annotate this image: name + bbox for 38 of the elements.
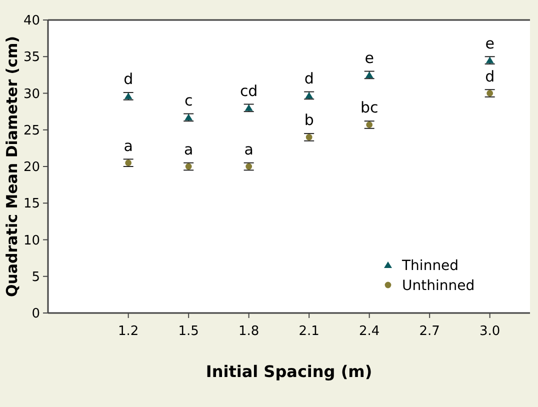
annotation: a: [184, 140, 194, 158]
annotation: a: [244, 140, 254, 158]
x-tick-label: 1.8: [238, 324, 260, 339]
legend-label: Thinned: [401, 258, 459, 274]
annotation: cd: [240, 82, 258, 100]
y-tick-label: 35: [23, 50, 40, 66]
annotation: b: [304, 111, 314, 130]
x-tick-label: 2.4: [358, 324, 380, 339]
y-tick-label: 30: [23, 86, 40, 102]
annotation: bc: [360, 98, 378, 117]
point: [125, 160, 132, 166]
point: [246, 163, 252, 170]
legend-label: Unthinned: [402, 278, 475, 294]
y-tick-label: 15: [23, 196, 40, 212]
y-tick-label: 5: [32, 270, 40, 285]
x-tick-label: 1.2: [118, 324, 139, 339]
point: [306, 134, 312, 140]
point: [486, 90, 494, 96]
x-tick-label: 1.5: [178, 324, 199, 339]
x-tick-label: 2.1: [298, 324, 320, 339]
annotation: d: [124, 70, 134, 88]
y-tick-label: 20: [23, 160, 40, 176]
point: [366, 122, 373, 128]
annotation: e: [485, 34, 494, 52]
point: [185, 163, 192, 170]
y-tick-label: 25: [23, 123, 40, 138]
annotation: d: [304, 69, 314, 88]
annotation: c: [184, 91, 193, 110]
y-axis-title: Quadratic Mean Diameter (cm): [3, 36, 21, 298]
annotation: a: [124, 136, 133, 155]
annotation: e: [364, 48, 374, 67]
y-tick-label: 40: [23, 14, 40, 29]
annotation: d: [485, 67, 495, 86]
x-axis-title: Initial Spacing (m): [206, 362, 372, 381]
x-tick-label: 3.0: [479, 324, 500, 339]
y-tick-label: 10: [23, 233, 40, 248]
x-tick-label: 2.7: [419, 324, 440, 339]
y-tick-label: 0: [32, 306, 40, 322]
